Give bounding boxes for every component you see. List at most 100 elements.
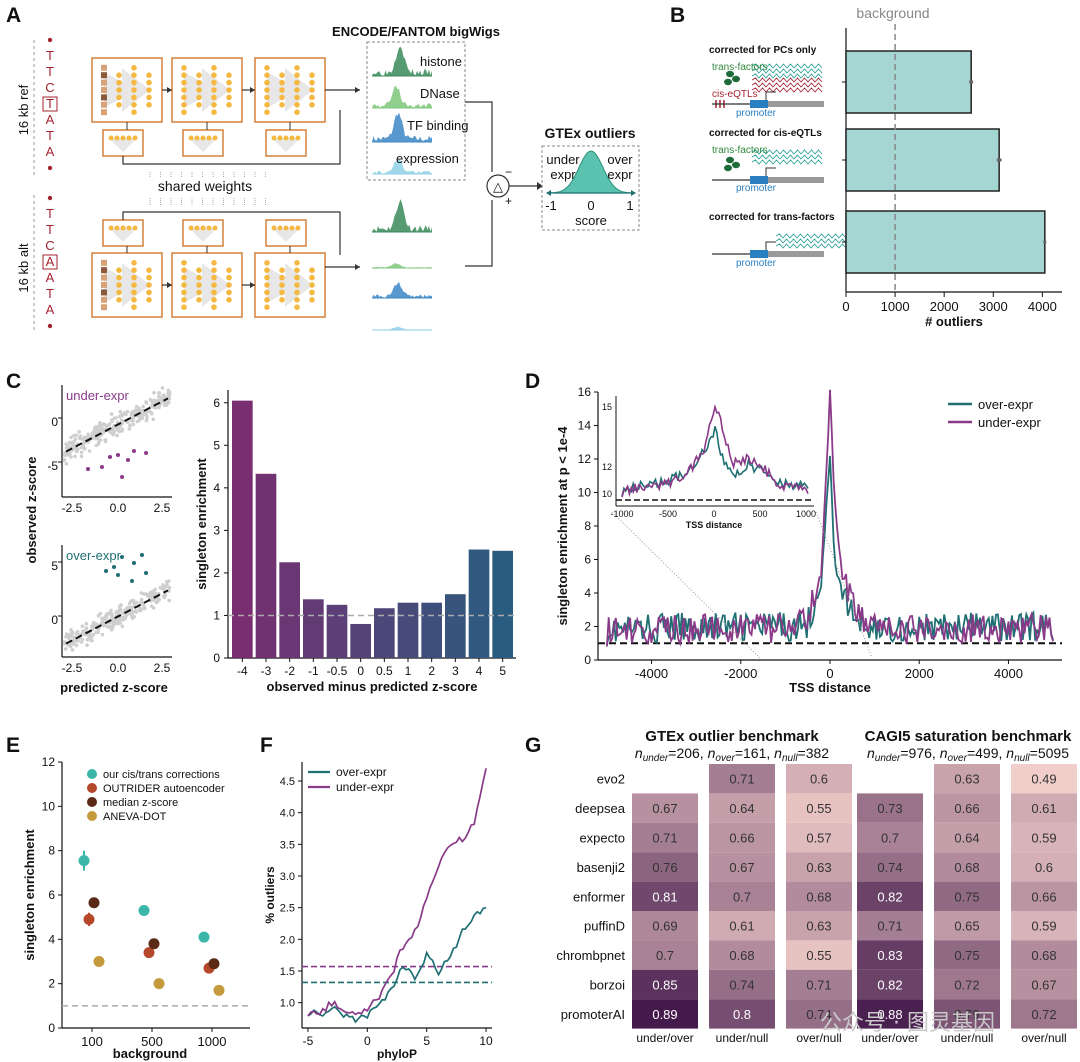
scatter-over-point (96, 613, 101, 618)
gene-1-gene-body (768, 101, 824, 107)
cagi-value-0-2: 0.49 (1031, 772, 1056, 787)
alt-conv-block-0-unit (116, 282, 122, 288)
ref-conv-block-1-unit (181, 94, 187, 101)
scatter-under-point (84, 436, 88, 441)
scatter-over-point (134, 600, 138, 605)
gtex-cell-6-1 (709, 940, 775, 970)
scatter-over-outlier-7 (144, 571, 148, 575)
cagi-cell-4-0 (857, 881, 923, 911)
score-arrow-right (631, 190, 636, 196)
ref-base-1: T (46, 64, 54, 79)
alt-conv-block-1-unit (196, 289, 202, 296)
scatter-over-point (80, 624, 85, 628)
e-legend-marker-3 (87, 811, 97, 821)
chart-b: 0 1000 2000 3000 4000 # outliers (842, 24, 1062, 329)
alt-conv-block-0-input-cell (101, 267, 107, 274)
gtex-value-3-1: 0.67 (729, 860, 754, 875)
gtex-value-4-0: 0.81 (652, 889, 677, 904)
alt-conv-block-0-input-cell (101, 282, 107, 288)
score-arrow-left (546, 190, 551, 196)
alt-base-5: T (46, 286, 54, 301)
pcs-cis-wave-2 (751, 87, 823, 93)
scatter-under-point (112, 416, 117, 421)
gene-1-tss-arrow (765, 91, 776, 100)
ref-conv-block-2-unit (264, 72, 270, 78)
scatter-over-point (120, 624, 125, 629)
ref-attn-block-0 (102, 129, 144, 157)
f-ytick-label-5: 3.5 (280, 839, 295, 851)
tf-cluster-2-b (732, 161, 740, 169)
gtex-cell-7-1 (709, 969, 775, 1000)
trans-only-wave-2 (775, 243, 847, 249)
inset-ytick-12: 12 (602, 462, 612, 472)
c-xtick-label-0: -4 (237, 664, 248, 678)
e-ytick-label-1: 2 (48, 977, 55, 991)
bigwig-title: ENCODE/FANTOM bigWigs (332, 24, 500, 39)
ref-conv-block-2-unit (264, 79, 270, 86)
f-ytick-label-6: 4.0 (280, 808, 295, 820)
d-ytick-label-1: 2 (584, 620, 591, 634)
gtex-value-4-1: 0.7 (733, 889, 751, 904)
alt-conv-block-1-unit (211, 267, 217, 274)
alt-conv-block-2-unit (264, 274, 270, 281)
scatter-under-point (94, 425, 98, 429)
b-xtick-label-4: 4000 (1028, 299, 1057, 314)
scatter-under-point (97, 423, 102, 428)
cagi-value-1-0: 0.73 (877, 801, 902, 816)
gtex-value-7-1: 0.74 (729, 978, 754, 993)
cagi-value-2-1: 0.64 (954, 831, 979, 846)
scatter-over-outlier-0 (112, 565, 116, 569)
alt-conv-block-2-unit (264, 289, 270, 296)
c-bar-9 (445, 594, 466, 658)
ref-conv-block-0 (91, 57, 163, 123)
scatter-under-point (151, 417, 156, 422)
alt-conv-block-1-unit (181, 274, 187, 281)
f-ytick-label-0: 1.0 (280, 998, 295, 1010)
e-ytick-label-3: 6 (48, 888, 55, 902)
c-bar-3 (303, 599, 324, 658)
cagi-benchmark-title: CAGI5 saturation benchmark (865, 728, 1072, 745)
scatter-over-point (111, 622, 116, 627)
ref-conv-block-0-input-cell (101, 94, 107, 101)
alt-conv-block-0-unit (116, 297, 122, 303)
gtex-value-7-0: 0.85 (652, 978, 677, 993)
gene-3-promoter-box (750, 250, 768, 258)
track-alt-tf (372, 281, 432, 298)
cagi-cell-7-0 (857, 969, 923, 1000)
delta-arrowhead (537, 182, 543, 190)
c-xtick-label-5: 0 (357, 664, 364, 678)
gtex-col-label-0: under/over (636, 1031, 693, 1045)
ref-attn-block-1-connections (189, 138, 217, 152)
gtex-value-2-2: 0.57 (806, 831, 831, 846)
gtex-benchmark-subtitle: nunder=206, nover=161, nnull=382 (635, 745, 829, 764)
scatter-over-point (64, 632, 69, 636)
ref-conv-block-1-unit (211, 87, 217, 93)
gtex-value-4-2: 0.68 (806, 889, 831, 904)
scatter-over-point (117, 605, 122, 609)
scatter-bottom-ytick-5: 5 (51, 559, 58, 573)
cagi-val-over: =499, (967, 745, 1006, 761)
ref-conv-block-2-unit (279, 102, 285, 108)
cagi-val-null: =5095 (1030, 745, 1070, 761)
flow-arrowhead-4 (250, 282, 255, 288)
chart-c: -4 -3 -2 -1 -0.5 0 0.5 1 2 3 4 5 0 1 2 3 4 5 6 observed min… (194, 390, 516, 694)
alt-conv-block-0-input-cell (101, 296, 107, 303)
e-legend-label-2: median z-score (103, 797, 178, 809)
scatter-top-ytick-neg5: -5 (47, 459, 58, 473)
scatter-under-point (115, 433, 119, 438)
scatter-over-point (70, 648, 75, 652)
scatter-under-point (94, 443, 99, 448)
gtex-value-1-2: 0.55 (806, 801, 831, 816)
d-legend-label-1: under-expr (978, 415, 1042, 430)
alt-conv-block-0-input-cell (101, 304, 107, 311)
alt-conv-block-1-unit (181, 297, 187, 303)
scatter-under-point (112, 429, 117, 433)
alt-conv-block-2-connections (267, 263, 313, 307)
scatter-under-outlier-3 (132, 449, 136, 453)
ref-conv-block-0-input-cell (101, 87, 107, 93)
scatter-under-point (77, 436, 82, 440)
scatter-under-point (64, 442, 68, 446)
scatter-over-point (110, 612, 114, 616)
e-xlabel: background (113, 1046, 187, 1061)
gtex-sub-null: null (782, 753, 798, 764)
